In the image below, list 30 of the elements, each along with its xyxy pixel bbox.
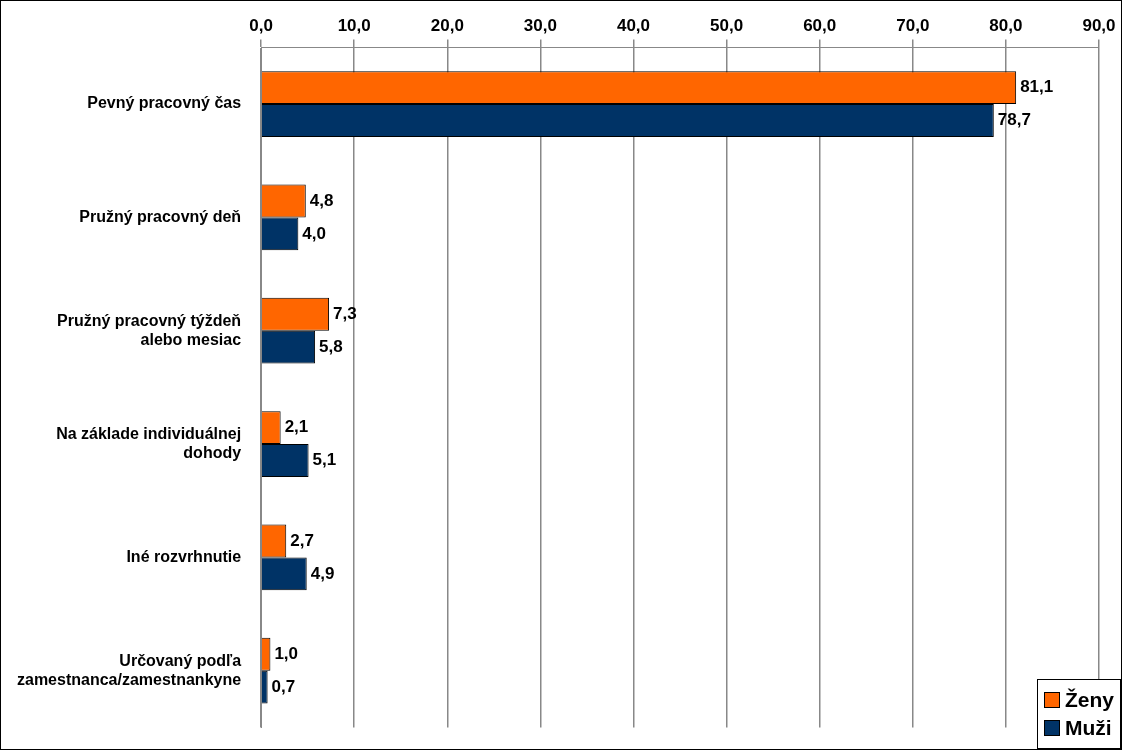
y-tick-label: Iné rozvrhnutie — [126, 547, 242, 565]
legend-label: Ženy — [1064, 688, 1114, 712]
legend-label: Muži — [1064, 716, 1112, 740]
x-tick-label: 70,0 — [896, 15, 930, 35]
data-label: 4,8 — [309, 190, 334, 210]
data-label: 0,7 — [271, 676, 296, 696]
data-label: 2,1 — [284, 417, 309, 437]
y-tick-label: Určovaný podľa zamestnanca/zamestnankyne — [16, 651, 242, 688]
y-tick-label: Pružný pracovný deň — [79, 207, 242, 225]
data-label: 4,0 — [302, 223, 326, 243]
data-label: 5,1 — [312, 450, 337, 470]
x-tick-label: 50,0 — [710, 15, 744, 35]
x-tick-label: 40,0 — [616, 15, 651, 35]
x-tick-label: 80,0 — [989, 15, 1023, 35]
data-label: 2,7 — [290, 530, 314, 550]
data-label: 81,1 — [1020, 77, 1054, 97]
data-label: 5,8 — [319, 336, 343, 356]
x-tick-label: 0,0 — [249, 15, 273, 35]
x-tick-label: 90,0 — [1082, 15, 1116, 35]
x-tick-label: 30,0 — [523, 15, 557, 35]
x-tick-label: 60,0 — [803, 15, 837, 35]
y-tick-label: Pevný pracovný čas — [87, 94, 242, 112]
x-tick-label: 20,0 — [430, 15, 464, 35]
data-label: 1,0 — [274, 643, 299, 663]
data-label: 4,9 — [310, 563, 335, 583]
x-tick-label: 10,0 — [337, 15, 371, 35]
y-tick-label: Na základe individuálnej dohody — [56, 424, 242, 462]
y-tick-label: Pružný pracovný týždeň alebo mesiac — [57, 311, 242, 348]
data-label: 7,3 — [333, 303, 357, 323]
data-label: 78,7 — [997, 110, 1031, 130]
